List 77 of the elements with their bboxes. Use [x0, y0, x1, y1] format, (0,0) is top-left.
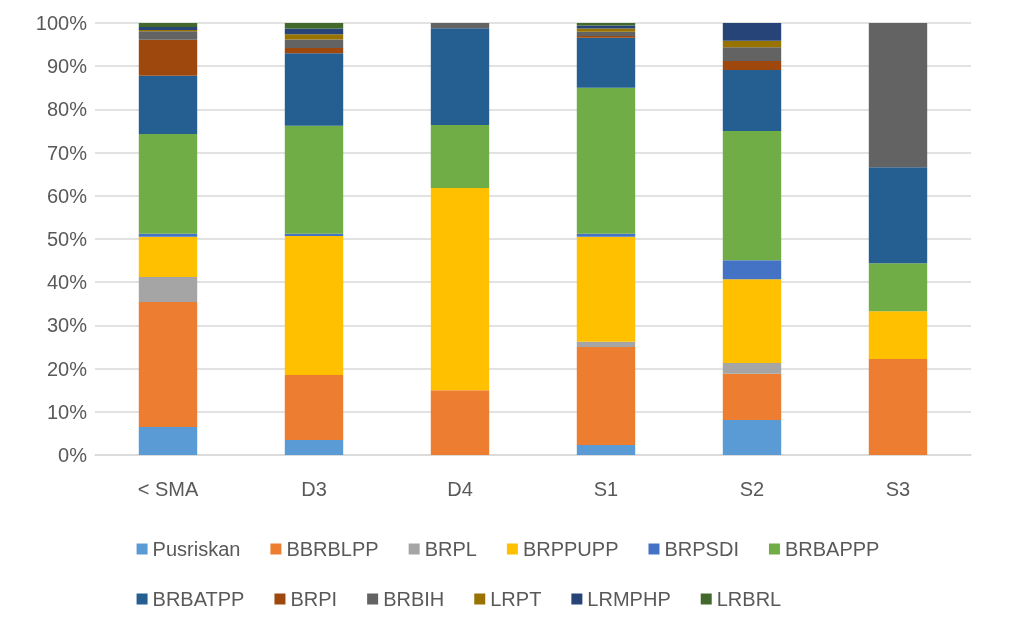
x-tick-label: S1	[593, 478, 619, 500]
bar	[138, 302, 198, 427]
y-tick-label: 0%	[58, 444, 88, 466]
bar	[722, 279, 782, 363]
bar	[284, 34, 344, 40]
bar	[430, 188, 490, 391]
bar	[576, 37, 636, 88]
bar	[430, 23, 490, 29]
x-tick-label: D3	[301, 478, 327, 500]
legend-label: LRMPHP	[587, 588, 671, 610]
bar	[868, 263, 928, 312]
bar	[722, 70, 782, 131]
bar	[722, 23, 782, 41]
y-tick-label: 60%	[46, 184, 88, 207]
bar	[722, 373, 782, 421]
bar	[722, 40, 782, 48]
bar	[284, 233, 344, 236]
legend-label: BRPL	[424, 538, 477, 560]
bar	[284, 39, 344, 49]
bar	[576, 445, 636, 455]
x-tick-label: < SMA	[137, 478, 199, 500]
bar	[430, 124, 490, 189]
bar	[576, 233, 636, 237]
bar	[284, 235, 344, 376]
y-tick-label: 40%	[46, 271, 88, 294]
bar	[138, 75, 198, 135]
legend-label: LRBRL	[716, 588, 782, 610]
bar	[722, 420, 782, 455]
bar	[722, 131, 782, 261]
legend-label: BRBATPP	[152, 588, 245, 610]
legend-label: BRPSDI	[664, 538, 739, 560]
y-tick-label: 100%	[35, 12, 88, 34]
x-tick-label: D4	[447, 478, 473, 500]
legend-label: BRPI	[290, 588, 338, 610]
x-tick-label: S2	[739, 478, 765, 500]
bar	[576, 236, 636, 342]
x-tick-label: S3	[885, 478, 911, 500]
y-tick-label: 50%	[46, 228, 88, 250]
bar	[576, 31, 636, 36]
legend-label: Pusriskan	[152, 538, 241, 560]
bar	[868, 23, 928, 168]
bar	[138, 134, 198, 234]
bar	[138, 31, 198, 40]
bar	[284, 125, 344, 234]
y-tick-label: 30%	[46, 314, 88, 337]
bar	[284, 23, 344, 29]
y-tick-label: 10%	[46, 400, 88, 423]
legend-label: BRBIH	[383, 588, 445, 610]
bar	[868, 359, 928, 455]
bar	[576, 341, 636, 347]
bar	[138, 236, 198, 278]
bar	[284, 439, 344, 455]
bar	[284, 48, 344, 54]
bar	[868, 167, 928, 264]
y-tick-label: 20%	[46, 357, 88, 380]
legend-label: LRPT	[490, 588, 542, 610]
y-tick-label: 90%	[46, 55, 88, 78]
bar	[138, 277, 198, 303]
bar	[284, 375, 344, 440]
legend-label: BBRBLPP	[286, 538, 379, 560]
bar	[138, 39, 198, 76]
bar	[430, 390, 490, 455]
bar	[430, 28, 490, 125]
bar	[722, 362, 782, 374]
y-tick-label: 80%	[46, 98, 88, 121]
bar	[576, 347, 636, 446]
bar	[722, 47, 782, 62]
bar	[576, 87, 636, 234]
legend-label: BRBAPPP	[784, 538, 880, 560]
y-tick-label: 70%	[46, 141, 88, 164]
bar	[284, 53, 344, 126]
bar	[138, 233, 198, 237]
bar	[138, 426, 198, 455]
bar	[722, 260, 782, 280]
legend-label: BRPPUPP	[522, 538, 619, 560]
bar	[722, 61, 782, 71]
bar	[868, 311, 928, 360]
